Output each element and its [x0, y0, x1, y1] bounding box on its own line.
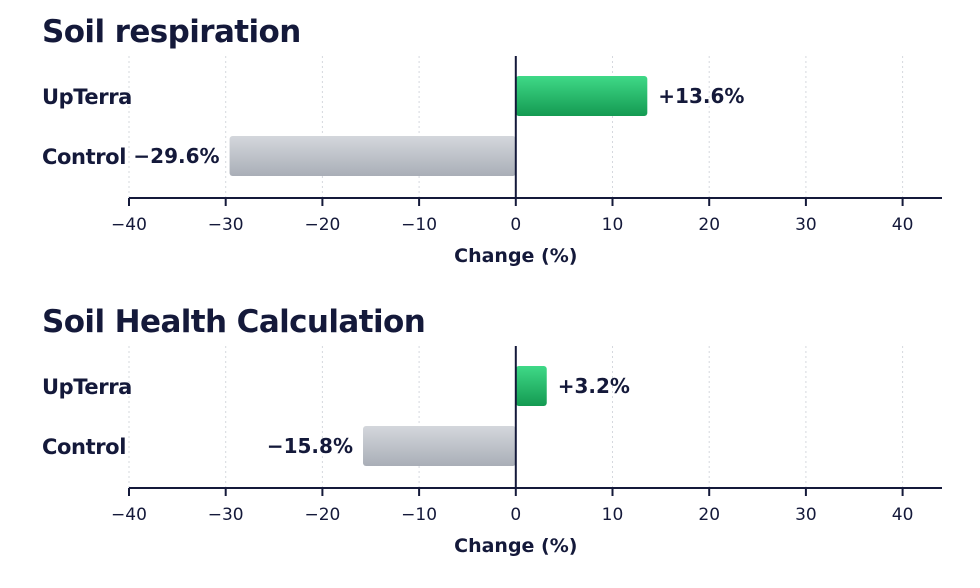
x-tick-label: −40: [111, 505, 147, 525]
x-tick-label: 20: [698, 215, 720, 235]
x-tick-label: 30: [795, 215, 817, 235]
value-label: +3.2%: [558, 374, 630, 398]
category-label: UpTerra: [42, 375, 132, 399]
x-tick-label: 30: [795, 505, 817, 525]
value-label: −29.6%: [133, 144, 219, 168]
bar-control: [363, 426, 516, 466]
soil-respiration-chart: UpTerra +13.6% Control −29.6% −40 −30 −20 −10 0 1…: [42, 56, 942, 267]
x-axis-title: Change (%): [454, 245, 577, 267]
bar-upterra: [515, 366, 547, 406]
category-label: UpTerra: [42, 85, 132, 109]
category-label: Control: [42, 145, 126, 169]
x-tick-label: −30: [208, 505, 244, 525]
x-tick-label: 40: [892, 215, 914, 235]
x-tick-label: 0: [510, 215, 521, 235]
x-tick-label: −10: [401, 505, 437, 525]
soil-respiration-panel: Soil respiration UpTerra +13.6% Control −29…: [0, 0, 980, 290]
x-tick-label: 0: [510, 505, 521, 525]
chart-title: Soil Health Calculation: [42, 304, 426, 340]
x-tick-label: −30: [208, 215, 244, 235]
x-tick-label: −40: [111, 215, 147, 235]
x-tick-label: −20: [304, 505, 340, 525]
soil-health-calculation-chart: UpTerra +3.2% Control −15.8% −40 −30 −20 −10 0 10…: [42, 346, 942, 557]
x-tick-label: 40: [892, 505, 914, 525]
soil-health-calculation-panel: Soil Health Calculation UpTerra +3.2% Cont…: [0, 290, 980, 588]
x-tick-label: 10: [602, 215, 624, 235]
value-label: +13.6%: [658, 84, 744, 108]
bar-control: [229, 136, 516, 176]
x-tick-label: −20: [304, 215, 340, 235]
value-label: −15.8%: [267, 434, 353, 458]
chart-title: Soil respiration: [42, 14, 301, 50]
category-label: Control: [42, 435, 126, 459]
x-tick-label: 20: [698, 505, 720, 525]
x-axis-title: Change (%): [454, 535, 577, 557]
bar-upterra: [515, 76, 648, 116]
x-tick-label: 10: [602, 505, 624, 525]
x-tick-label: −10: [401, 215, 437, 235]
